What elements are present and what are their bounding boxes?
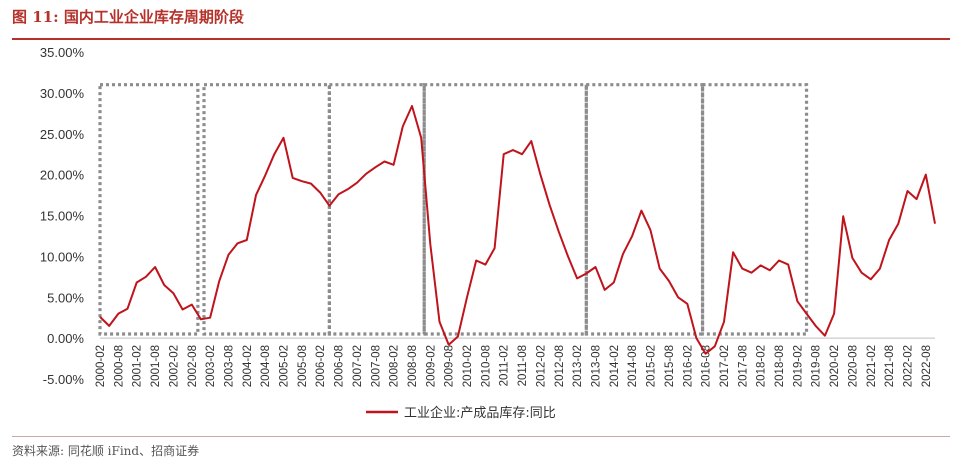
x-tick-label: 2001-08 (150, 345, 162, 387)
x-tick-label: 2011-08 (517, 345, 529, 386)
y-axis: 35.00% 30.00% 25.00% 20.00% 15.00% 10.00% 5.00… (40, 45, 85, 387)
cycle-box (584, 83, 705, 336)
x-tick-label: 2003-08 (223, 345, 235, 387)
x-tick-label: 2018-08 (774, 345, 786, 387)
series-lines (99, 105, 936, 355)
series-line (99, 105, 936, 355)
title-divider (12, 38, 950, 40)
y-tick-label: 35.00% (40, 45, 85, 60)
x-tick-label: 2000-08 (113, 345, 125, 387)
cycle-box (202, 83, 331, 336)
x-tick-label: 2021-08 (884, 345, 896, 387)
x-tick-label: 2015-08 (664, 345, 676, 387)
x-tick-label: 2014-02 (609, 345, 621, 387)
x-tick-label: 2004-02 (242, 345, 254, 387)
x-tick-label: 2007-08 (370, 345, 382, 387)
x-tick-label: 2016-08 (701, 345, 713, 387)
x-tick-label: 2013-02 (572, 345, 584, 387)
cycle-box (98, 83, 200, 336)
x-tick-label: 2002-08 (187, 345, 199, 387)
y-tick-label: 10.00% (40, 249, 85, 264)
x-tick-label: 2003-02 (205, 345, 217, 387)
x-tick-label: 2005-08 (297, 345, 309, 387)
x-tick-label: 2012-02 (535, 345, 547, 387)
x-tick-label: 2011-02 (499, 345, 511, 386)
x-tick-label: 2017-08 (737, 345, 749, 387)
x-tick-label: 2006-08 (334, 345, 346, 387)
x-tick-label: 2010-02 (462, 345, 474, 387)
x-tick-label: 2004-08 (260, 345, 272, 387)
x-tick-label: 2009-08 (444, 345, 456, 387)
x-tick-label: 2013-08 (590, 345, 602, 387)
x-tick-label: 2008-02 (389, 345, 401, 387)
x-tick-label: 2020-08 (847, 345, 859, 387)
x-tick-label: 2019-08 (811, 345, 823, 387)
cycle-box (422, 83, 588, 336)
x-tick-label: 2015-02 (646, 345, 658, 387)
x-tick-label: 2002-02 (168, 345, 180, 387)
y-tick-label: 0.00% (47, 331, 84, 346)
legend-label: 工业企业:产成品库存:同比 (404, 405, 556, 421)
cycle-box (700, 83, 809, 336)
y-tick-label: 30.00% (40, 86, 85, 101)
x-tick-label: 2007-02 (352, 345, 364, 387)
y-tick-label: 20.00% (40, 168, 85, 183)
x-tick-label: 2014-08 (627, 345, 639, 387)
x-axis: 2000-02 2000-08 2001-02 2001-08 2002-02 2002-… (95, 337, 935, 387)
chart-legend: 工业企业:产成品库存:同比 (366, 405, 556, 421)
page-title: 图 11: 国内工业企业库存周期阶段 (12, 8, 244, 26)
x-tick-label: 2001-02 (132, 345, 144, 387)
x-tick-label: 2006-02 (315, 345, 327, 387)
x-tick-label: 2018-02 (756, 345, 768, 387)
cycle-boxes (98, 83, 809, 336)
x-tick-label: 2022-08 (921, 345, 933, 387)
x-tick-label: 2021-02 (866, 345, 878, 387)
x-tick-label: 2019-02 (792, 345, 804, 387)
x-tick-label: 2016-02 (682, 345, 694, 387)
x-tick-label: 2012-08 (554, 345, 566, 387)
y-tick-label: 5.00% (47, 290, 84, 305)
y-tick-label: 15.00% (40, 209, 85, 224)
y-tick-label: -5.00% (43, 372, 85, 387)
x-tick-label: 2010-08 (480, 345, 492, 387)
footer-divider (12, 436, 950, 437)
x-tick-label: 2000-02 (95, 345, 107, 387)
y-tick-label: 25.00% (40, 127, 85, 142)
x-tick-label: 2020-02 (829, 345, 841, 387)
cycle-box (327, 83, 426, 336)
source-note: 资料来源: 同花顺 iFind、招商证券 (12, 444, 200, 458)
x-tick-label: 2008-08 (407, 345, 419, 387)
x-tick-label: 2005-02 (279, 345, 291, 387)
x-tick-label: 2009-02 (425, 345, 437, 387)
x-tick-label: 2017-02 (719, 345, 731, 387)
x-tick-label: 2022-02 (902, 345, 914, 387)
